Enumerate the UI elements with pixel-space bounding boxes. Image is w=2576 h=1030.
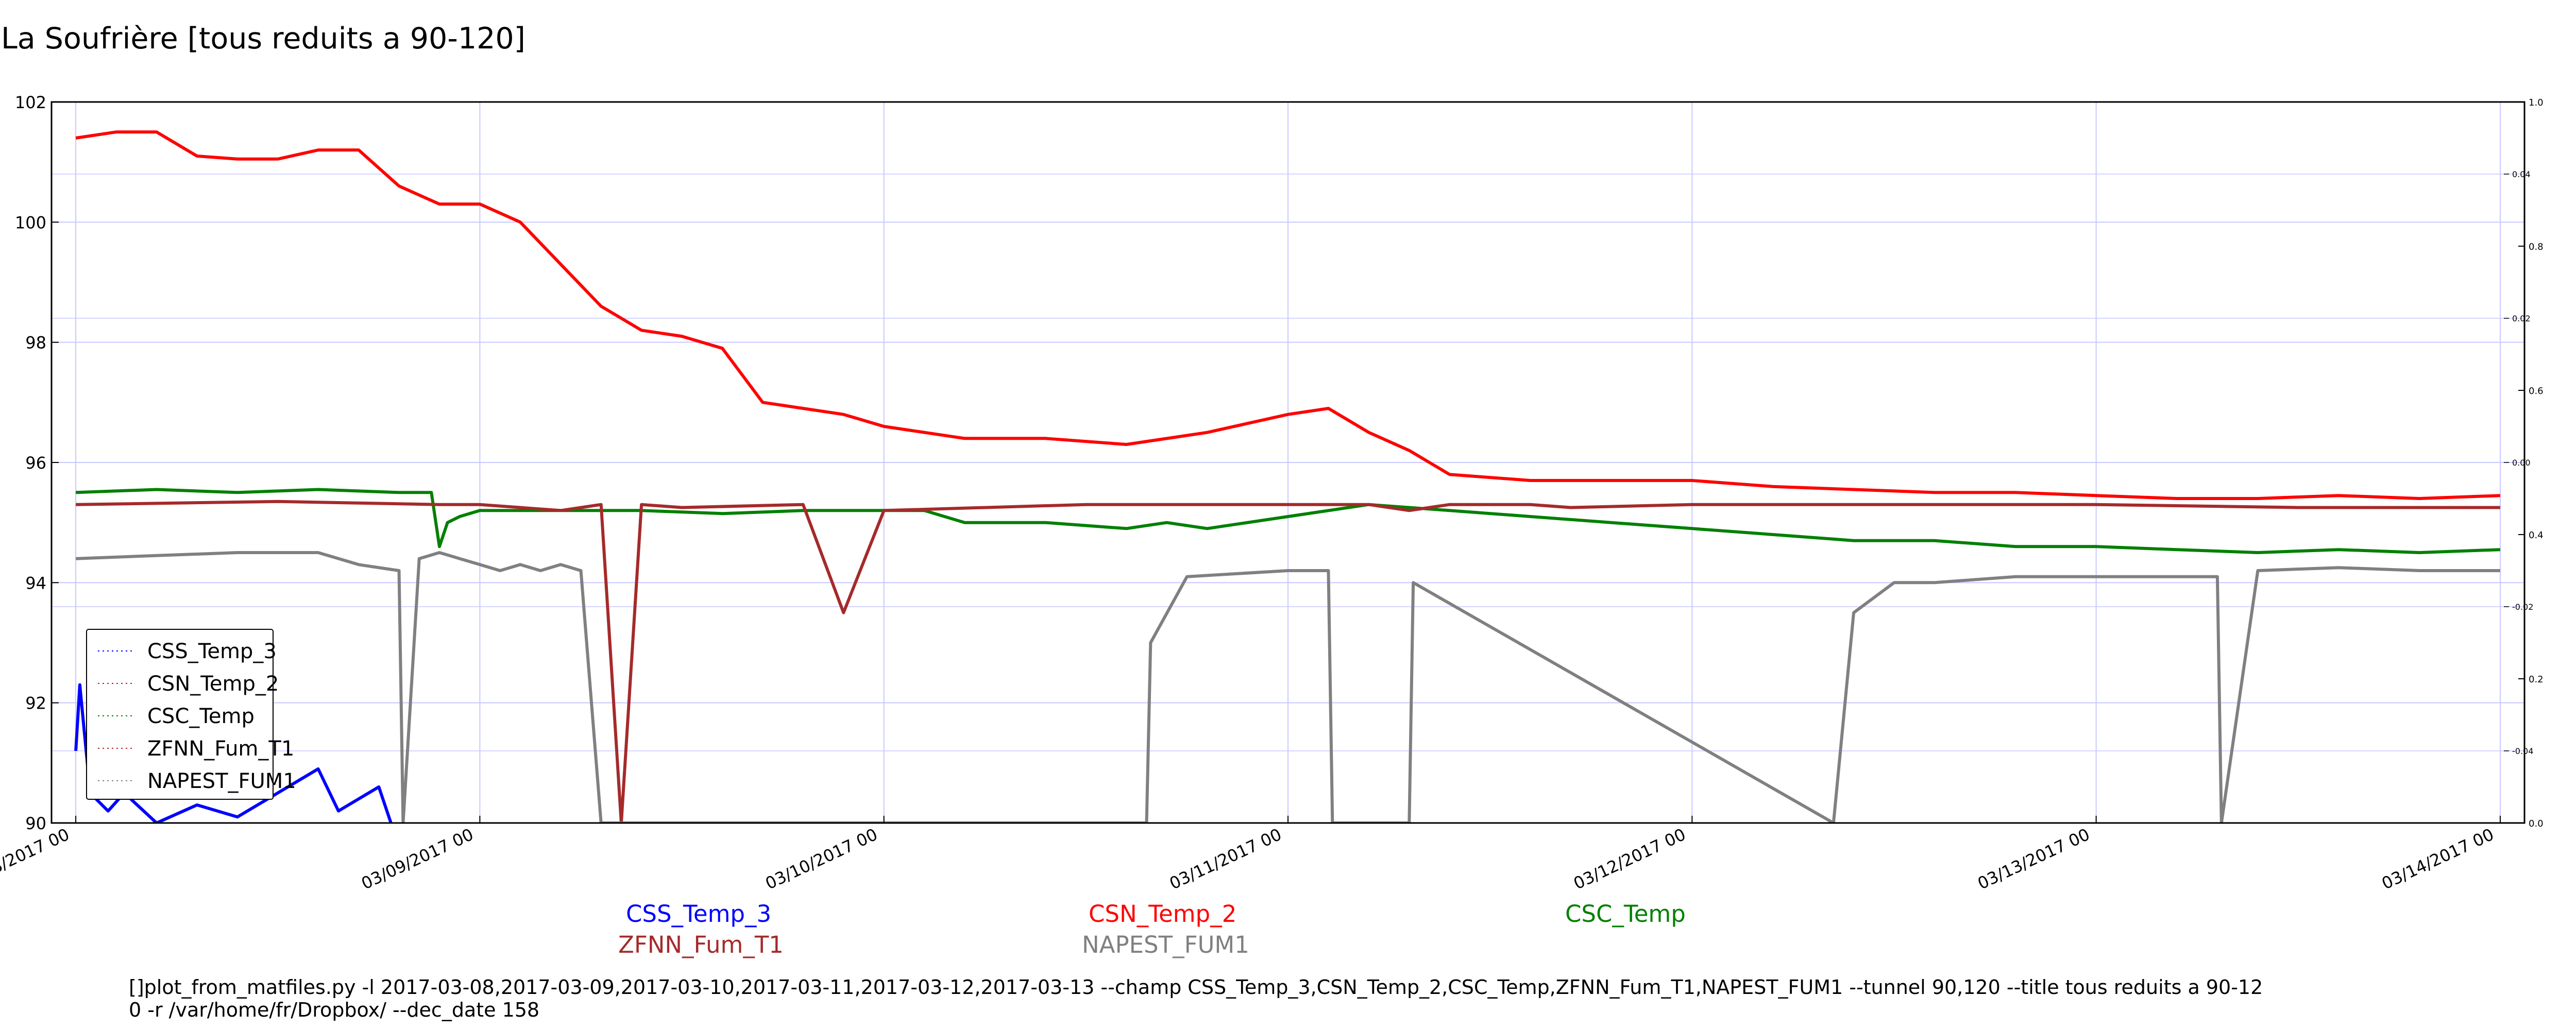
right-tick-label: 0.4 (2529, 530, 2544, 541)
right-tick-label: 1.0 (2529, 97, 2544, 108)
legend-box (86, 629, 274, 800)
legend-entry: ZFNN_Fum_T1 (147, 737, 294, 761)
series-line-napest-fum1 (75, 551, 2500, 823)
y-tick-label: 100 (15, 213, 46, 232)
x-tick-label: 03/09/2017 00 (358, 825, 476, 894)
legend-entry: CSS_Temp_3 (147, 640, 277, 663)
x-tick-label: 03/13/2017 00 (1975, 825, 2093, 894)
series-line-csn-temp-2 (75, 130, 2501, 500)
chart-title: La Soufrière [tous reduits a 90-120] (1, 22, 526, 56)
y-tick-label: 102 (15, 93, 46, 112)
y-tick-label: 90 (25, 814, 46, 833)
series-line-css-temp-3 (74, 683, 393, 823)
right-tick-label: 0.6 (2529, 386, 2544, 397)
grid (52, 101, 2524, 823)
legend-entry: CSC_Temp (147, 705, 255, 728)
right-tick-label: 0.0 (2529, 818, 2544, 829)
right-inner-tick-label: 0.04 (2512, 169, 2531, 179)
x-tick-label: 03/11/2017 00 (1166, 825, 1284, 894)
right-inner-tick-label: 0.02 (2512, 314, 2531, 323)
right-inner-tick-label: -0.02 (2512, 602, 2533, 612)
right-inner-tick-label: 0.00 (2512, 458, 2531, 468)
right-inner-tick-label: -0.04 (2512, 746, 2533, 756)
label-csn-temp-2: CSN_Temp_2 (1089, 900, 1237, 928)
series-line-zfnn-fum-t1 (76, 500, 2500, 823)
x-tick-label: 03/14/2017 00 (2379, 825, 2497, 894)
command-line-footer: []plot_from_matfiles.py -l 2017-03-08,20… (129, 976, 2263, 1021)
y-tick-label: 96 (25, 453, 46, 473)
x-tick-label: 03/08/2017 00 (0, 825, 72, 894)
legend: CSS_Temp_3 CSN_Temp_2 CSC_Temp ZFNN_Fum_T1 N… (86, 629, 296, 800)
x-tick-label: 03/10/2017 00 (762, 825, 880, 894)
legend-entry: CSN_Temp_2 (147, 672, 279, 696)
right-tick-label: 0.2 (2529, 674, 2544, 685)
y-tick-label: 94 (25, 573, 46, 593)
series-layer (74, 130, 2501, 823)
label-zfnn-fum-t1: ZFNN_Fum_T1 (618, 931, 784, 958)
label-csc-temp: CSC_Temp (1565, 900, 1686, 928)
y-tick-label: 98 (25, 333, 46, 353)
x-tick-label: 03/12/2017 00 (1570, 825, 1688, 894)
label-napest-fum1: NAPEST_FUM1 (1082, 931, 1249, 958)
y-tick-label: 92 (25, 694, 46, 713)
series-line-csc-temp (75, 488, 2501, 554)
label-css-temp-3: CSS_Temp_3 (626, 900, 772, 928)
right-tick-label: 0.8 (2529, 242, 2544, 252)
legend-entry: NAPEST_FUM1 (147, 769, 296, 793)
